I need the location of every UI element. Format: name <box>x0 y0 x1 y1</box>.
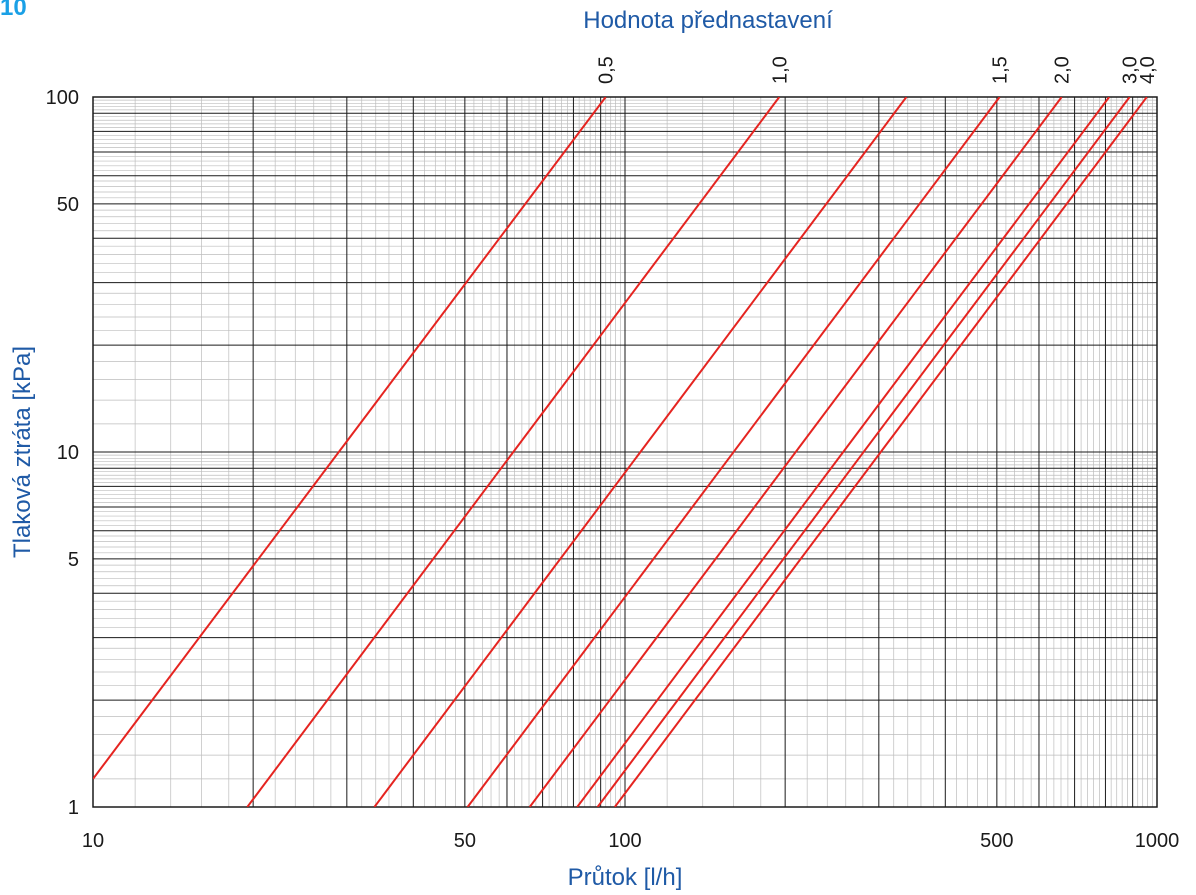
curve-series-6 <box>576 97 1111 807</box>
corner-label: 10 <box>0 0 27 21</box>
x-tick-label: 10 <box>82 830 104 852</box>
y-tick-label: 1 <box>68 797 79 819</box>
x-axis-label: Průtok [l/h] <box>568 864 683 891</box>
setting-labels: 0,5 1,0 1,5 2,0 3,04,0 <box>596 56 1159 84</box>
setting-label: 1,5 <box>990 56 1012 84</box>
setting-label: 4,0 <box>1137 56 1159 84</box>
y-tick-label: 10 <box>57 442 79 464</box>
setting-label: 3,0 <box>1120 56 1142 84</box>
curve-series-4 <box>466 97 1001 807</box>
chart-title: Hodnota přednastavení <box>583 7 833 34</box>
x-tick-label: 500 <box>980 830 1013 852</box>
grid-major <box>93 96 1158 807</box>
curve-series-7 <box>596 97 1131 807</box>
x-tick-labels: 10 50 100 500 1000 <box>82 830 1179 852</box>
y-tick-labels: 1 5 10 50 100 <box>46 87 79 819</box>
y-tick-label: 50 <box>57 194 79 216</box>
curve-series-5 <box>528 97 1063 807</box>
y-tick-label: 100 <box>46 87 79 109</box>
x-tick-label: 1000 <box>1135 830 1180 852</box>
curve-series-8 <box>613 97 1148 807</box>
x-tick-label: 100 <box>608 830 641 852</box>
curve-series-1 <box>93 97 607 780</box>
x-tick-label: 50 <box>454 830 476 852</box>
setting-label: 1,0 <box>769 56 791 84</box>
y-tick-label: 5 <box>68 549 79 571</box>
y-axis-label: Tlaková ztráta [kPa] <box>9 346 36 558</box>
curves <box>93 97 1148 807</box>
curve-series-3 <box>373 97 908 807</box>
curve-series-2 <box>246 97 781 807</box>
setting-label: 0,5 <box>596 56 618 84</box>
setting-label: 2,0 <box>1052 56 1074 84</box>
plot-frame <box>92 96 1158 808</box>
